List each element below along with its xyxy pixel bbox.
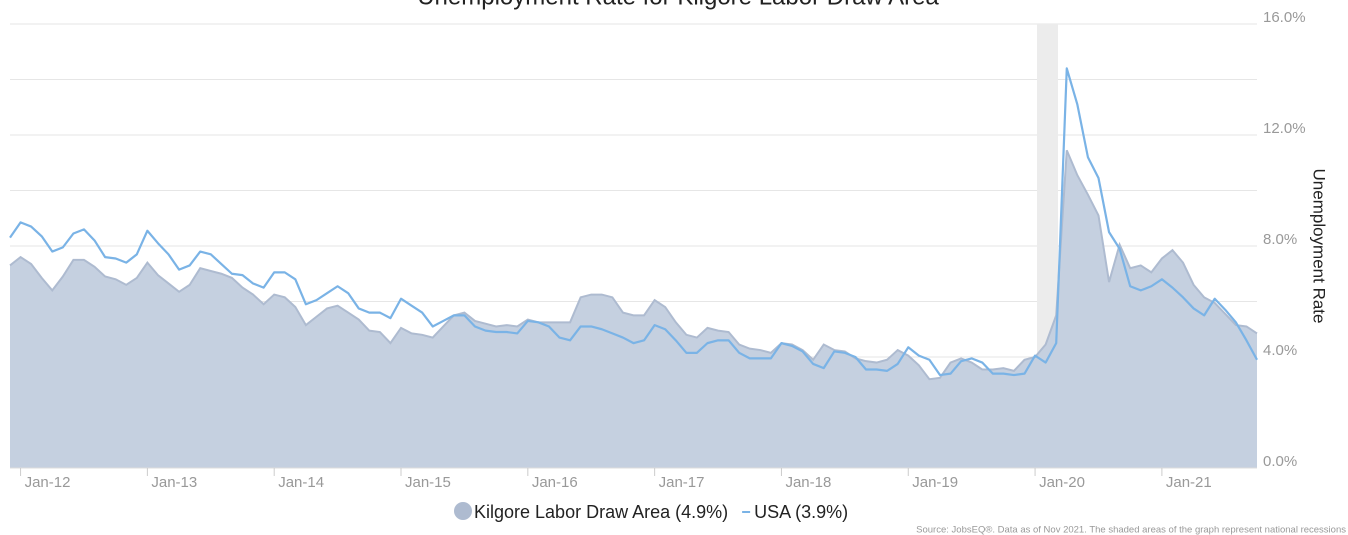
- y-tick-label: 8.0%: [1263, 231, 1297, 248]
- x-tick-label: Jan-15: [405, 474, 451, 491]
- x-tick-label: Jan-20: [1039, 474, 1085, 491]
- legend-label: Kilgore Labor Draw Area (4.9%): [474, 502, 728, 522]
- x-tick-label: Jan-21: [1166, 474, 1212, 491]
- legend: Kilgore Labor Draw Area (4.9%) USA (3.9%): [454, 502, 848, 522]
- area-line: [9, 149, 1258, 381]
- y-tick-label: 4.0%: [1263, 342, 1297, 359]
- y-tick-label: 0.0%: [1263, 453, 1297, 470]
- legend-swatch: [454, 502, 472, 520]
- chart-title: Unemployment Rate for Kilgore Labor Draw…: [417, 0, 939, 10]
- y-axis-label: Unemployment Rate: [1310, 169, 1329, 324]
- x-tick-label: Jan-17: [659, 474, 705, 491]
- x-tick-label: Jan-16: [532, 474, 578, 491]
- x-tick-label: Jan-12: [25, 474, 71, 491]
- legend-label: USA (3.9%): [754, 502, 848, 522]
- x-tick-label: Jan-13: [151, 474, 197, 491]
- x-tick-label: Jan-18: [785, 474, 831, 491]
- area: [10, 150, 1257, 468]
- line: [9, 67, 1258, 377]
- source-note: Source: JobsEQ®. Data as of Nov 2021. Th…: [916, 525, 1346, 535]
- x-tick-label: Jan-19: [912, 474, 958, 491]
- x-tick-label: Jan-14: [278, 474, 324, 491]
- y-tick-label: 16.0%: [1263, 9, 1306, 26]
- y-tick-label: 12.0%: [1263, 120, 1306, 137]
